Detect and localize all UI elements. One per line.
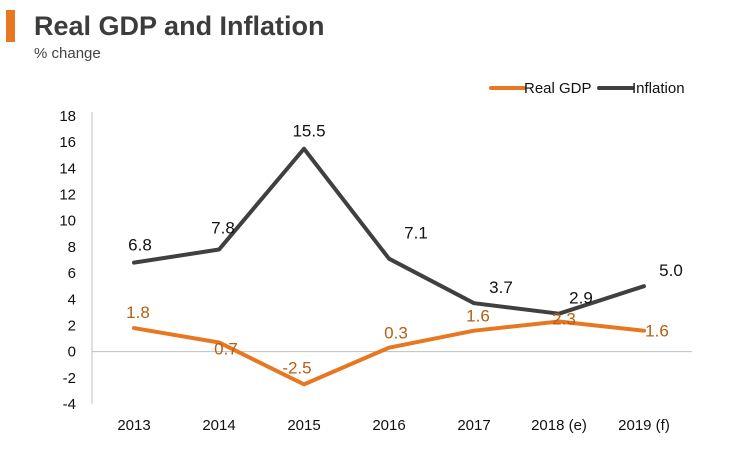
chart-legend: Real GDP Inflation [489, 80, 685, 97]
x-tick-label: 2013 [117, 417, 150, 434]
x-tick-label: 2018 (e) [531, 417, 587, 434]
data-label: -2.5 [282, 358, 311, 377]
y-tick-label: 10 [59, 213, 76, 230]
data-label: 1.6 [466, 307, 490, 326]
legend-label: Real GDP [524, 80, 592, 97]
data-label: 2.3 [552, 310, 576, 329]
y-tick-label: 12 [59, 187, 76, 204]
data-label: 15.5 [292, 122, 325, 141]
chart-series [132, 146, 646, 387]
x-tick-label: 2017 [457, 417, 490, 434]
chart-data-labels: 1.8 0.7 -2.5 0.3 1.6 2.3 1.6 6.8 7.8 15.5 7.1 3.7 2.… [126, 122, 683, 378]
data-label: 3.7 [489, 278, 513, 297]
y-tick-label: -4 [63, 396, 76, 413]
y-tick-label: 4 [68, 291, 76, 308]
data-label: 0.7 [214, 339, 238, 358]
x-tick-label: 2019 (f) [618, 417, 670, 434]
y-tick-label: 2 [68, 317, 76, 334]
data-label: 1.8 [126, 303, 150, 322]
data-label: 2.9 [569, 289, 593, 308]
data-label: 6.8 [128, 236, 152, 255]
title-accent-bar [6, 10, 15, 42]
y-tick-label: 14 [59, 160, 76, 177]
x-tick-label: 2015 [287, 417, 320, 434]
data-label: 7.1 [404, 224, 428, 243]
legend-label: Inflation [632, 80, 685, 97]
chart-subtitle: % change [34, 45, 101, 62]
data-label: 7.8 [211, 219, 235, 238]
x-tick-label: 2014 [202, 417, 235, 434]
y-tick-label: 18 [59, 108, 76, 125]
x-tick-label: 2016 [372, 417, 405, 434]
chart-title: Real GDP and Inflation [34, 11, 325, 41]
data-label: 1.6 [645, 322, 669, 341]
data-label: 5.0 [659, 261, 683, 280]
y-tick-label: -2 [63, 370, 76, 387]
y-tick-label: 0 [68, 344, 76, 361]
y-tick-label: 16 [59, 134, 76, 151]
data-label: 0.3 [384, 324, 408, 343]
y-tick-label: 8 [68, 239, 76, 256]
series-line-inflation [132, 146, 646, 316]
series-line-real-gdp [132, 319, 646, 387]
chart-axes: -4 -2 0 2 4 6 8 10 12 14 16 18 2013 2014 2015 2016 2017 2… [59, 108, 692, 434]
y-tick-label: 6 [68, 265, 76, 282]
